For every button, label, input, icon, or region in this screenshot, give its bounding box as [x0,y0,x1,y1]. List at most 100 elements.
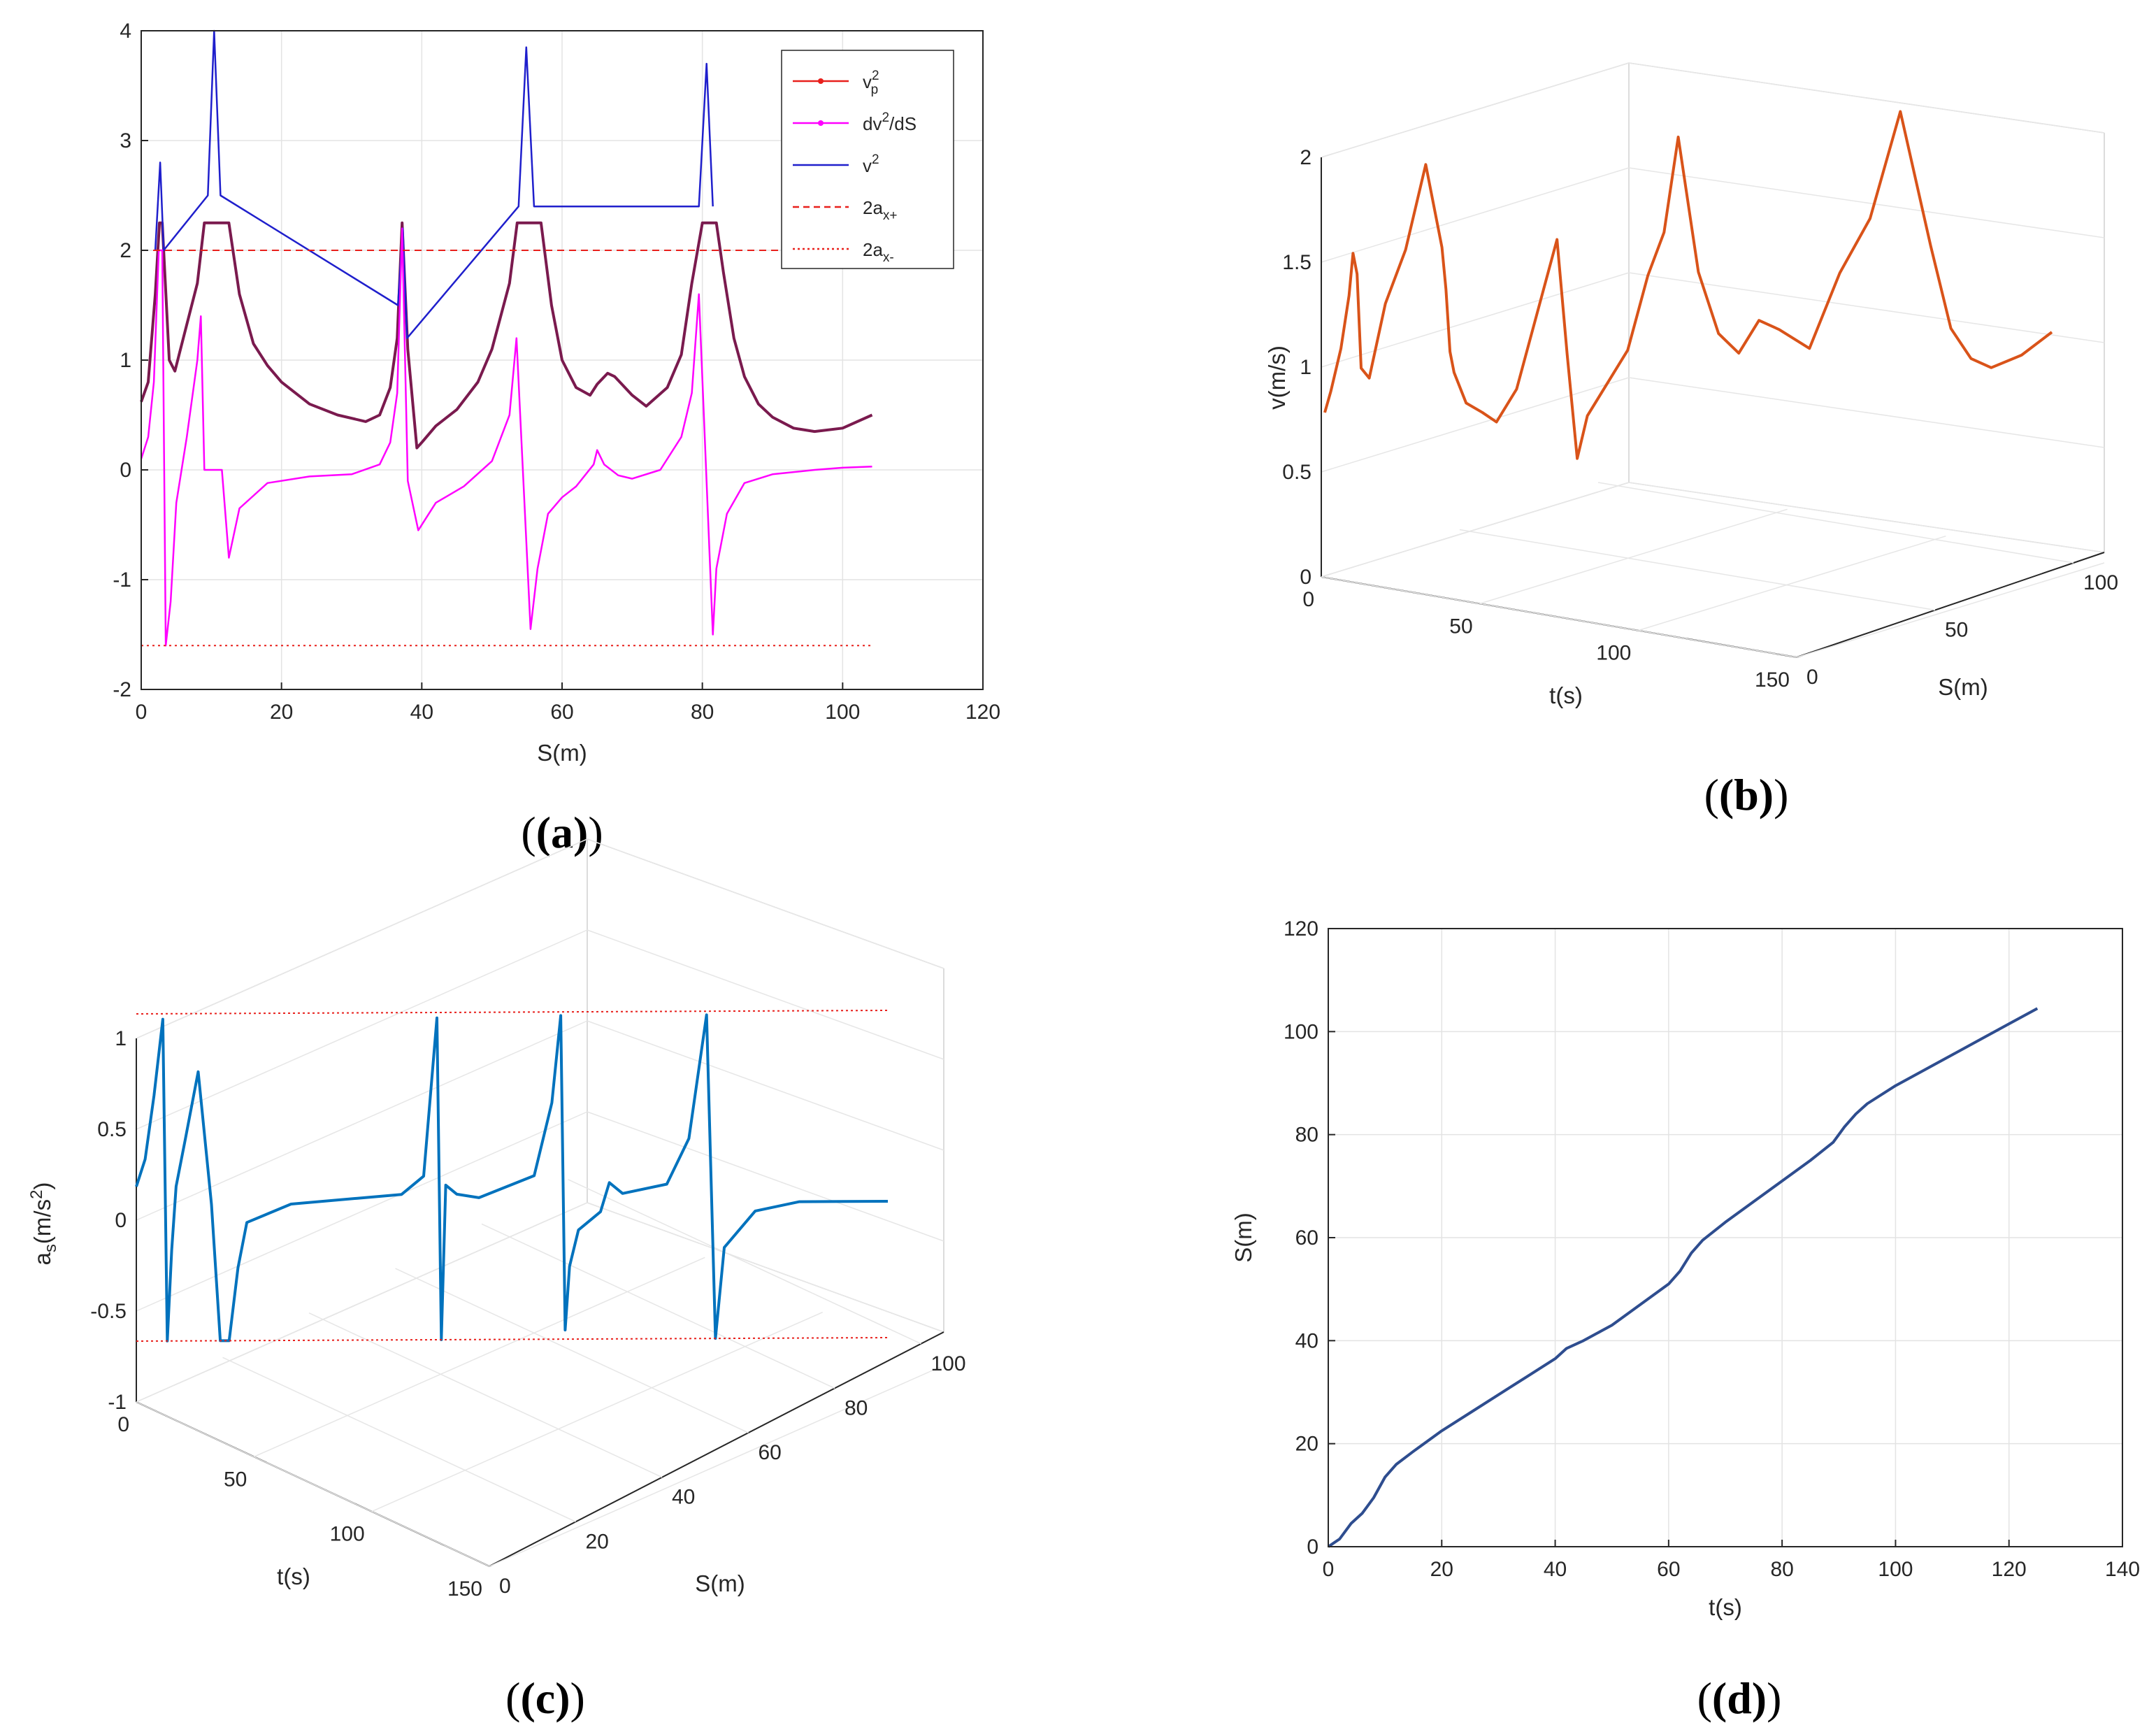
z-tick-label: 0.5 [97,1118,127,1141]
series-line-dv-2-ds [140,227,872,647]
panel-a-legend-box [781,50,954,269]
x-tick-label: 40 [1544,1558,1567,1581]
panel-a-legend: v2 p dv2/dS v2 2ax+ 2ax- [781,50,954,269]
floor-grid [308,1312,663,1478]
x-tick-label: 100 [1878,1558,1913,1581]
panel-a-series [140,29,873,647]
wall-grid [1628,62,2105,134]
floor-grid [1796,562,2105,658]
t-tick-label: 50 [1449,615,1472,638]
panel-b-ylabel: S(m) [1938,674,1988,700]
series-line-s-t- [1327,1007,2039,1548]
legend-label: 2ax- [863,239,894,265]
panel-b-3d-box [1321,62,2105,658]
y-tick-label: -2 [113,678,131,701]
panel-c-ticks: -1 -0.5 0 0.5 1 0 50 100 150 0 20 40 60 80 100 [90,1027,965,1601]
y-tick-label: 100 [1284,1020,1318,1043]
x-tick-label: 40 [410,701,433,724]
series-line-upper-bound [136,1010,889,1015]
y-tick-label: 4 [120,20,131,43]
y-tick-label: 2 [120,239,131,262]
panel-d: 0 20 40 60 80 100 120 140 0 20 40 60 80 100 120 t(s) S… [1230,917,2140,1723]
t-tick-label: 150 [447,1577,482,1601]
y-tick-label: -1 [113,568,131,592]
caption-c-text: (c) [520,1673,570,1723]
s-tick-label: 20 [586,1530,609,1553]
panel-c-zlabel: as(m/s2) [27,1182,60,1266]
x-tick-label: 120 [1992,1558,2027,1581]
series-line-v-p-2-v-2-envelope [140,221,873,450]
legend-marker [818,78,824,84]
x-tick-label: 100 [825,701,860,724]
legend-label: v2 p [863,69,879,97]
x-tick-label: 60 [550,701,573,724]
wall-grid [1628,272,2105,343]
caption-b: ((b)) [1704,770,1789,819]
caption-c: ((c)) [505,1673,585,1723]
wall-grid [136,838,588,1039]
wall-grid [587,838,944,969]
s-tick-label: 40 [672,1486,695,1509]
legend-label: 2ax+ [863,197,898,223]
wall-grid [1321,62,1630,158]
z-tick-label: 1 [1300,356,1311,379]
z-tick-label: 1.5 [1282,251,1311,274]
floor-grid [568,1179,921,1345]
y-tick-label: 0 [120,459,131,482]
t-tick-label: 0 [1302,588,1314,611]
panel-b-zlabel: v(m/s) [1264,345,1290,410]
z-tick-label: 1 [115,1027,127,1050]
t-tick-label: 100 [330,1523,365,1546]
t-tick-label: 150 [1755,668,1790,692]
x-tick-label: 0 [136,701,148,724]
s-axis [1796,552,2105,658]
wall-grid [587,1111,944,1242]
x-tick-label: 120 [965,701,1000,724]
floor-grid [222,1357,576,1523]
panel-d-grid [1328,929,2122,1547]
panel-c-3d-box [136,838,944,1567]
caption-a: ((a)) [521,808,603,857]
panel-b-series [1323,110,2053,460]
caption-d-text: (d) [1712,1673,1767,1723]
y-tick-label: 40 [1295,1329,1318,1352]
legend-marker [818,120,824,126]
wall-grid [1628,482,2105,553]
wall-grid [1321,377,1630,473]
x-tick-label: 80 [1770,1558,1793,1581]
wall-grid [587,1202,944,1333]
s-tick-label: 100 [2083,571,2118,594]
panel-b: 0 0.5 1 1.5 2 0 50 100 150 0 50 100 v(m/s) t(s) S(m… [1264,62,2118,819]
floor-grid [1459,529,1936,611]
wall-grid [136,929,588,1130]
t-tick-label: 100 [1596,642,1631,665]
t-tick-label: 50 [224,1468,247,1491]
y-tick-label: 0 [1307,1536,1318,1559]
s-tick-label: 80 [845,1396,868,1419]
floor-grid [136,1202,588,1403]
wall-grid [1321,167,1630,263]
x-tick-label: 20 [1430,1558,1453,1581]
s-tick-label: 0 [1806,666,1818,689]
panel-b-xlabel: t(s) [1549,682,1583,708]
panel-c-xlabel: t(s) [277,1563,310,1589]
floor-grid [371,1311,823,1512]
x-tick-label: 20 [270,701,293,724]
panel-c-series [135,1010,889,1343]
floor-grid [1321,576,1797,658]
y-tick-label: 120 [1284,917,1318,940]
z-tick-label: -0.5 [90,1300,127,1323]
floor-grid [1597,482,2074,564]
panel-a-ticks: 0 20 40 60 80 100 120 -2 -1 0 1 2 3 4 [113,20,1000,724]
floor-grid [254,1257,705,1458]
floor-grid [481,1223,835,1389]
x-tick-label: 80 [691,701,714,724]
panel-d-ylabel: S(m) [1230,1212,1256,1262]
legend-label: dv2/dS [863,110,917,134]
y-tick-label: 60 [1295,1226,1318,1250]
s-tick-label: 60 [759,1441,782,1464]
wall-grid [1321,272,1630,368]
y-tick-label: 3 [120,129,131,152]
wall-grid [587,929,944,1060]
s-tick-label: 50 [1945,619,1968,642]
